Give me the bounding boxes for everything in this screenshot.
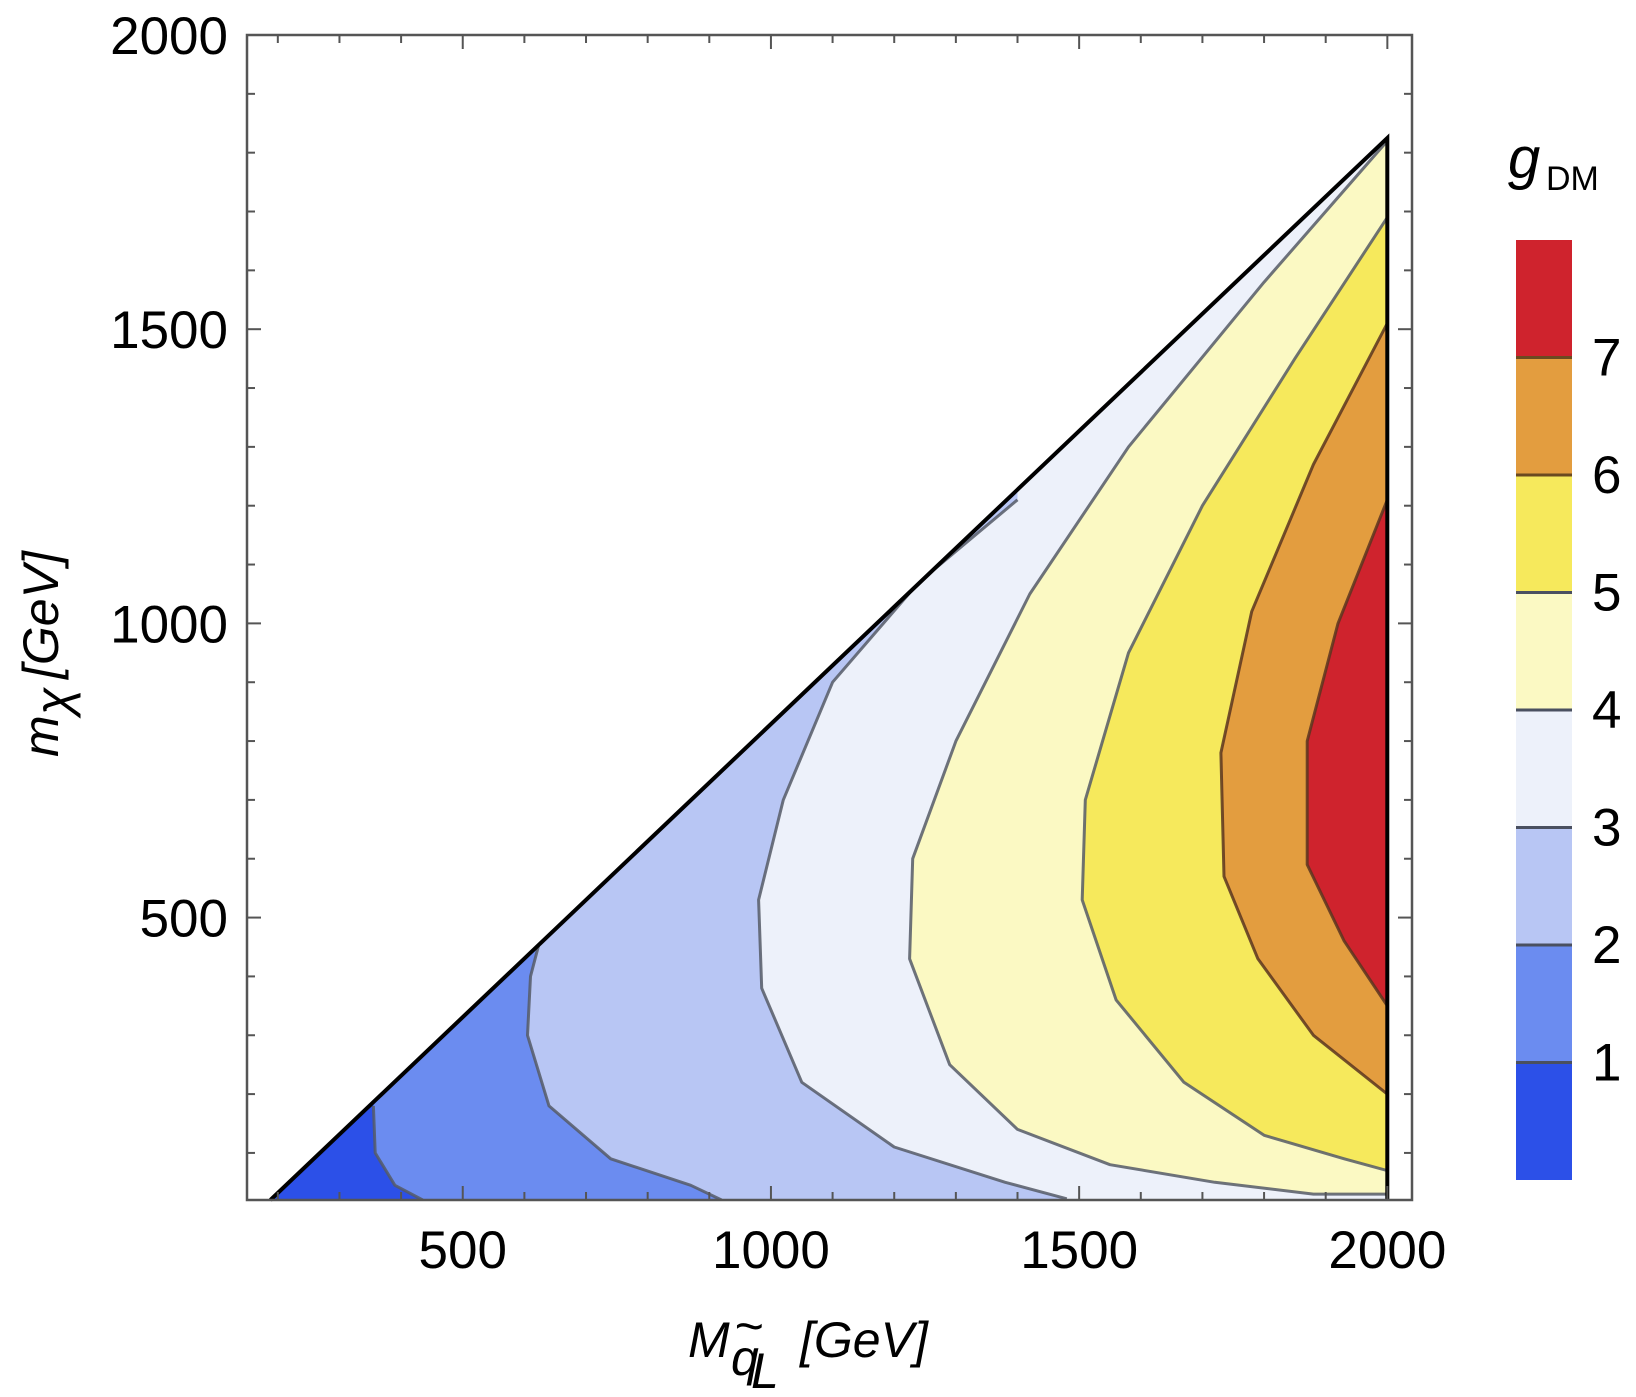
region-boundary xyxy=(269,133,1390,1202)
colorbar-tick-label: 5 xyxy=(1592,564,1621,623)
colorbar-tick-label: 2 xyxy=(1592,916,1621,975)
colorbar-swatch-1 xyxy=(1516,945,1572,1063)
x-axis-title-main: M xyxy=(688,1312,730,1368)
colorbar-swatch-3 xyxy=(1516,710,1572,828)
colorbar-title: g DM xyxy=(1508,126,1599,198)
colorbar-swatch-2 xyxy=(1516,827,1572,945)
x-axis-title-sub: q xyxy=(731,1330,759,1386)
x-tick-label: 1500 xyxy=(1020,1221,1138,1280)
x-axis-title-unit: [GeV] xyxy=(799,1312,929,1368)
contour-line-5 xyxy=(1080,216,1388,1173)
axis-tick-labels: 500 1000 1500 2000 500 1000 1500 2000 xyxy=(110,7,1446,1280)
colorbar-tick-label: 3 xyxy=(1592,799,1621,858)
colorbar-title-sub: DM xyxy=(1546,160,1599,198)
colorbar-swatch-4 xyxy=(1516,592,1572,710)
x-axis-title-tilde: ~ xyxy=(734,1298,763,1354)
x-axis-title: M ~ q L [GeV] xyxy=(688,1298,929,1397)
x-tick-label: 500 xyxy=(419,1221,507,1280)
axis-ticks xyxy=(247,34,1412,1200)
x-tick-label: 1000 xyxy=(712,1221,830,1280)
colorbar-swatch-0 xyxy=(1516,1062,1572,1180)
colorbar-tick-label: 4 xyxy=(1592,681,1621,740)
colorbar-swatch-6 xyxy=(1516,357,1572,475)
y-axis-title: m χ [GeV] xyxy=(13,550,81,757)
y-axis-title-sub: χ xyxy=(25,687,81,719)
colorbar: 1 2 3 4 5 6 7 xyxy=(1516,240,1621,1180)
y-axis-title-unit: [GeV] xyxy=(13,550,69,680)
x-axis-title-subsub: L xyxy=(751,1343,779,1397)
colorbar-title-main: g xyxy=(1508,126,1540,191)
colorbar-tick-label: 1 xyxy=(1592,1034,1621,1093)
contour-line-7 xyxy=(1305,499,1388,1007)
y-axis-title-main: m xyxy=(13,715,69,757)
contour-line-1 xyxy=(371,1105,424,1200)
plot-frame xyxy=(245,33,1414,1202)
contour-line-3 xyxy=(757,498,1068,1200)
y-tick-label: 1000 xyxy=(110,595,228,654)
colorbar-tick-label: 6 xyxy=(1592,446,1621,505)
colorbar-swatch-5 xyxy=(1516,475,1572,593)
contour-band-fill-7 xyxy=(1307,138,1388,1200)
y-tick-label: 500 xyxy=(140,890,228,949)
y-tick-label: 2000 xyxy=(110,7,228,66)
colorbar-swatch-7 xyxy=(1516,240,1572,358)
x-tick-label: 2000 xyxy=(1328,1221,1446,1280)
colorbar-tick-label: 7 xyxy=(1592,329,1621,388)
y-tick-label: 1500 xyxy=(110,301,228,360)
contour-line-4 xyxy=(908,139,1388,1196)
contour-line-6 xyxy=(1219,322,1388,1096)
